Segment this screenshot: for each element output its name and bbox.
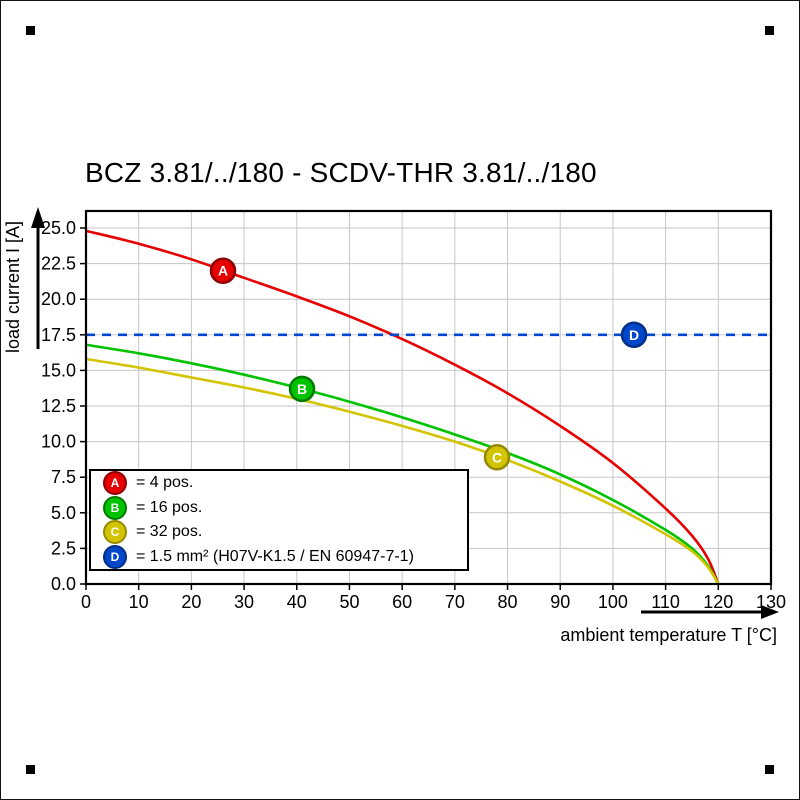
- x-tick-label: 120: [703, 592, 733, 612]
- y-tick-label: 0.0: [51, 574, 76, 594]
- x-tick-label: 80: [498, 592, 518, 612]
- y-tick-label: 7.5: [51, 467, 76, 487]
- plot-border: [84, 209, 773, 586]
- marker-B: [288, 375, 316, 403]
- y-tick-label: 12.5: [41, 396, 76, 416]
- corner-crop-mark: [26, 26, 35, 35]
- curve-A: [85, 229, 720, 585]
- legend: A = 4 pos. B = 16 pos. C = 32 pos. D = 1.5 mm² …: [89, 469, 469, 571]
- x-tick-label: 90: [550, 592, 570, 612]
- y-tick-label: 5.0: [51, 503, 76, 523]
- legend-item-D: D = 1.5 mm² (H07V-K1.5 / EN 60947-7-1): [103, 544, 467, 569]
- x-tick-label: 110: [651, 592, 680, 612]
- y-tick-label: 17.5: [41, 325, 76, 345]
- axis-ticks: 0 10 20 30 40 50 60 70 80 90 100 110 120 1300.02.55.0…: [41, 218, 786, 612]
- legend-label-C: = 32 pos.: [136, 523, 203, 541]
- x-axis-label: ambient temperature T [°C]: [560, 625, 777, 645]
- x-axis-arrowhead: [761, 605, 779, 619]
- y-tick-label: 2.5: [51, 538, 76, 558]
- y-tick-label: 20.0: [41, 289, 76, 309]
- legend-marker-A: A: [103, 471, 127, 496]
- x-tick-label: 10: [129, 592, 149, 612]
- y-tick-label: 25.0: [41, 218, 76, 238]
- x-tick-label: 50: [339, 592, 359, 612]
- chart-title: BCZ 3.81/../180 - SCDV-THR 3.81/../180: [85, 157, 597, 188]
- legend-label-A: = 4 pos.: [136, 474, 194, 492]
- curve-markers: A B C D: [209, 257, 648, 471]
- marker-A: [209, 257, 237, 284]
- legend-item-A: A = 4 pos.: [103, 471, 467, 496]
- marker-C: [483, 444, 511, 471]
- corner-crop-mark: [765, 26, 774, 35]
- legend-label-D: = 1.5 mm² (H07V-K1.5 / EN 60947-7-1): [136, 547, 414, 565]
- x-tick-label: 20: [181, 592, 201, 612]
- x-tick-label: 100: [598, 592, 628, 612]
- curves: [85, 229, 771, 585]
- y-tick-label: 15.0: [41, 360, 76, 380]
- legend-item-C: C = 32 pos.: [103, 520, 467, 545]
- x-tick-label: 70: [445, 592, 465, 612]
- x-tick-label: 60: [392, 592, 412, 612]
- marker-letter-D: D: [629, 327, 639, 343]
- marker-letter-A: A: [218, 263, 228, 279]
- curve-C: [85, 357, 720, 585]
- marker-D: [620, 321, 648, 349]
- y-tick-label: 22.5: [41, 254, 76, 274]
- corner-crop-mark: [765, 765, 774, 774]
- curve-B: [85, 343, 720, 585]
- x-tick-label: 40: [287, 592, 307, 612]
- legend-marker-B: B: [103, 495, 127, 520]
- legend-item-B: B = 16 pos.: [103, 495, 467, 520]
- plot-frame: [84, 209, 773, 586]
- marker-letter-C: C: [492, 449, 502, 465]
- y-axis-label: load current I [A]: [3, 221, 23, 353]
- legend-label-B: = 16 pos.: [136, 498, 203, 516]
- x-tick-label: 0: [81, 592, 91, 612]
- legend-marker-D: D: [103, 544, 127, 569]
- y-axis-arrowhead: [31, 207, 45, 228]
- marker-letter-B: B: [297, 381, 307, 397]
- axis-arrows: [31, 207, 779, 619]
- x-tick-label: 30: [234, 592, 254, 612]
- corner-crop-mark: [26, 765, 35, 774]
- legend-marker-C: C: [103, 520, 127, 545]
- y-tick-label: 10.0: [41, 432, 76, 452]
